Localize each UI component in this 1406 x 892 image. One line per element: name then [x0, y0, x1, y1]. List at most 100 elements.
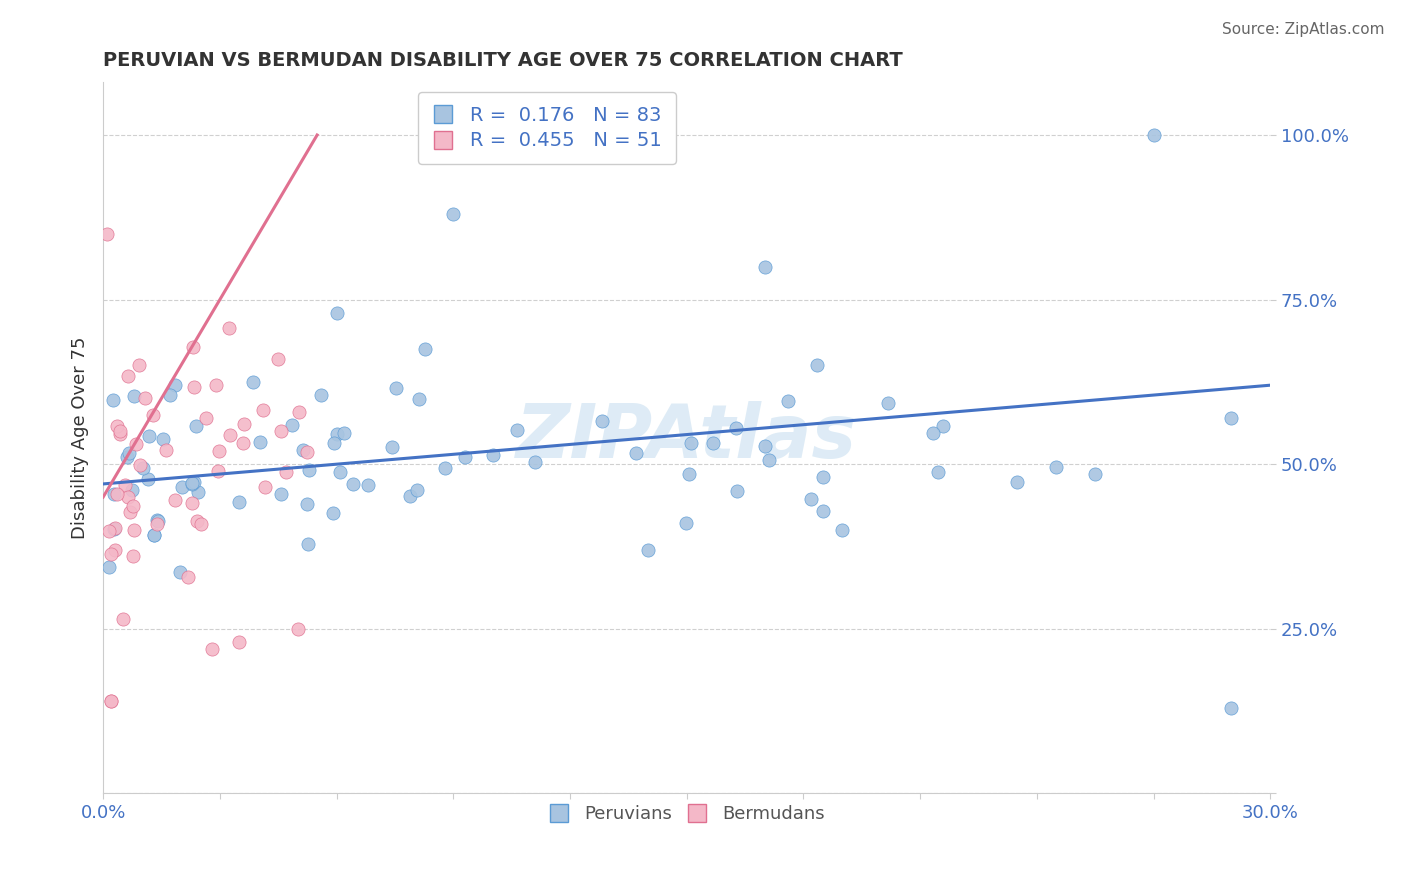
- Point: [111, 612, 134, 626]
- Point: [281, 417, 304, 432]
- Y-axis label: Disability Age Over 75: Disability Age Over 75: [72, 336, 89, 539]
- Legend: Peruvians, Bermudans: Peruvians, Bermudans: [537, 795, 837, 834]
- Point: [100, 694, 122, 708]
- Point: [103, 487, 125, 501]
- Point: [228, 635, 250, 649]
- Point: [201, 641, 224, 656]
- Point: [104, 521, 127, 535]
- Point: [356, 478, 378, 492]
- Point: [297, 537, 319, 551]
- Point: [148, 514, 170, 528]
- Point: [138, 428, 160, 442]
- Point: [121, 483, 143, 497]
- Point: [103, 522, 125, 536]
- Point: [136, 472, 159, 486]
- Point: [155, 442, 177, 457]
- Point: [98, 560, 121, 574]
- Point: [104, 542, 127, 557]
- Point: [184, 419, 207, 434]
- Point: [381, 440, 404, 454]
- Text: PERUVIAN VS BERMUDAN DISABILITY AGE OVER 75 CORRELATION CHART: PERUVIAN VS BERMUDAN DISABILITY AGE OVER…: [103, 51, 903, 70]
- Point: [117, 368, 139, 383]
- Point: [152, 433, 174, 447]
- Point: [482, 448, 505, 462]
- Point: [831, 523, 853, 537]
- Point: [270, 487, 292, 501]
- Point: [108, 426, 131, 441]
- Point: [295, 497, 318, 511]
- Point: [187, 485, 209, 500]
- Point: [165, 492, 187, 507]
- Point: [800, 492, 823, 507]
- Text: Source: ZipAtlas.com: Source: ZipAtlas.com: [1222, 22, 1385, 37]
- Point: [292, 442, 315, 457]
- Point: [219, 427, 242, 442]
- Point: [877, 396, 900, 410]
- Point: [169, 565, 191, 579]
- Point: [811, 504, 834, 518]
- Point: [122, 389, 145, 403]
- Point: [159, 388, 181, 402]
- Point: [232, 436, 254, 450]
- Point: [134, 391, 156, 405]
- Point: [332, 426, 354, 441]
- Point: [932, 419, 955, 434]
- Point: [678, 467, 700, 481]
- Point: [98, 524, 121, 539]
- Point: [725, 483, 748, 498]
- Point: [1084, 467, 1107, 482]
- Point: [298, 463, 321, 477]
- Point: [177, 570, 200, 584]
- Point: [276, 465, 298, 479]
- Point: [232, 417, 254, 431]
- Point: [183, 380, 205, 394]
- Point: [329, 465, 352, 479]
- Point: [813, 470, 835, 484]
- Point: [927, 465, 949, 479]
- Point: [433, 461, 456, 475]
- Point: [384, 380, 406, 394]
- Point: [142, 528, 165, 542]
- Text: ZIPAtlas: ZIPAtlas: [516, 401, 858, 475]
- Point: [228, 495, 250, 509]
- Point: [101, 393, 124, 408]
- Point: [180, 495, 202, 509]
- Point: [145, 516, 167, 531]
- Point: [754, 439, 776, 453]
- Point: [626, 446, 648, 460]
- Point: [131, 461, 153, 475]
- Point: [117, 491, 139, 505]
- Point: [110, 425, 132, 439]
- Point: [170, 480, 193, 494]
- Point: [408, 392, 430, 406]
- Point: [1220, 700, 1243, 714]
- Point: [122, 523, 145, 537]
- Point: [183, 475, 205, 490]
- Point: [399, 489, 422, 503]
- Point: [637, 542, 659, 557]
- Point: [125, 437, 148, 451]
- Point: [270, 424, 292, 438]
- Point: [100, 547, 122, 561]
- Point: [524, 455, 547, 469]
- Point: [146, 512, 169, 526]
- Point: [122, 500, 145, 514]
- Point: [675, 516, 697, 530]
- Point: [591, 414, 613, 428]
- Point: [129, 458, 152, 472]
- Point: [96, 227, 118, 241]
- Point: [323, 436, 346, 450]
- Point: [180, 475, 202, 490]
- Point: [681, 436, 703, 450]
- Point: [922, 426, 945, 441]
- Point: [190, 516, 212, 531]
- Point: [725, 421, 748, 435]
- Point: [105, 486, 128, 500]
- Point: [194, 411, 217, 425]
- Point: [186, 514, 208, 528]
- Point: [309, 388, 332, 402]
- Point: [754, 260, 776, 274]
- Point: [758, 453, 780, 467]
- Point: [115, 450, 138, 464]
- Point: [1007, 475, 1029, 489]
